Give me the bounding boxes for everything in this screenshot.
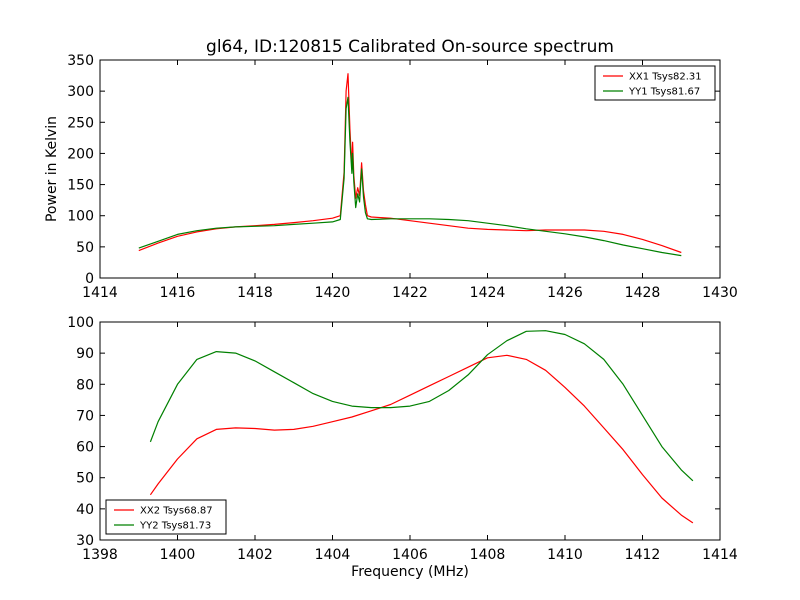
x-tick-label: 1404: [315, 547, 351, 563]
series-line-1: [149, 354, 694, 524]
legend-entry-1: XX2 Tsys68.87: [140, 506, 213, 517]
bottom-spectrum-plot: 1398 1400 1402 1404 1406 1408 1410 1412 1414 30 40…: [67, 315, 738, 580]
x-tick-label: 1426: [547, 285, 583, 301]
y-tick-label: 200: [67, 146, 94, 162]
y-tick-label: 300: [67, 84, 94, 100]
y-tick-label: 80: [76, 377, 94, 393]
x-tick-label: 1398: [82, 547, 118, 563]
x-tick-label: 1406: [392, 547, 428, 563]
x-tick-label: 1408: [470, 547, 506, 563]
y-tick-label: 90: [76, 346, 94, 362]
y-tick-label: 30: [76, 533, 94, 549]
x-tick-label: 1416: [160, 285, 196, 301]
y-tick-label: 250: [67, 115, 94, 131]
legend-entry-2: YY2 Tsys81.73: [139, 521, 211, 532]
y-tick-label: 150: [67, 178, 94, 194]
legend-entry-2: YY1 Tsys81.67: [628, 87, 700, 98]
x-tick-label: 1400: [160, 547, 196, 563]
x-tick-label: 1412: [625, 547, 661, 563]
x-tick-label: 1424: [470, 285, 506, 301]
legend-entry-1: XX1 Tsys82.31: [629, 72, 702, 83]
y-tick-label: 60: [76, 440, 94, 456]
y-tick-label: 70: [76, 408, 94, 424]
x-tick-label: 1414: [82, 285, 118, 301]
legend: XX2 Tsys68.87 YY2 Tsys81.73: [105, 499, 227, 535]
y-tick-label: 350: [67, 53, 94, 69]
y-axis-label: Power in Kelvin: [44, 116, 60, 222]
legend: XX1 Tsys82.31 YY1 Tsys81.67: [594, 65, 716, 101]
y-tick-label: 100: [67, 209, 94, 225]
x-axis-label: Frequency (MHz): [351, 564, 469, 580]
x-tick-label: 1422: [392, 285, 428, 301]
series-line-2: [149, 330, 694, 482]
y-tick-label: 0: [85, 271, 94, 287]
y-tick-label: 100: [67, 315, 94, 331]
y-tick-label: 40: [76, 502, 94, 518]
legend-box: [105, 499, 227, 535]
legend-box: [594, 65, 716, 101]
x-tick-label: 1414: [702, 547, 738, 563]
x-tick-label: 1430: [702, 285, 738, 301]
x-tick-label: 1402: [237, 547, 273, 563]
top-spectrum-plot: 1414 1416 1418 1420 1422 1424 1426 1428 1430 0 50 1…: [44, 37, 738, 301]
x-tick-label: 1410: [547, 547, 583, 563]
y-tick-label: 50: [76, 240, 94, 256]
y-tick-label: 50: [76, 471, 94, 487]
x-tick-label: 1420: [315, 285, 351, 301]
x-tick-label: 1428: [625, 285, 661, 301]
chart-title: gl64, ID:120815 Calibrated On-source spe…: [206, 37, 614, 57]
x-tick-label: 1418: [237, 285, 273, 301]
series-line-2: [138, 96, 682, 257]
